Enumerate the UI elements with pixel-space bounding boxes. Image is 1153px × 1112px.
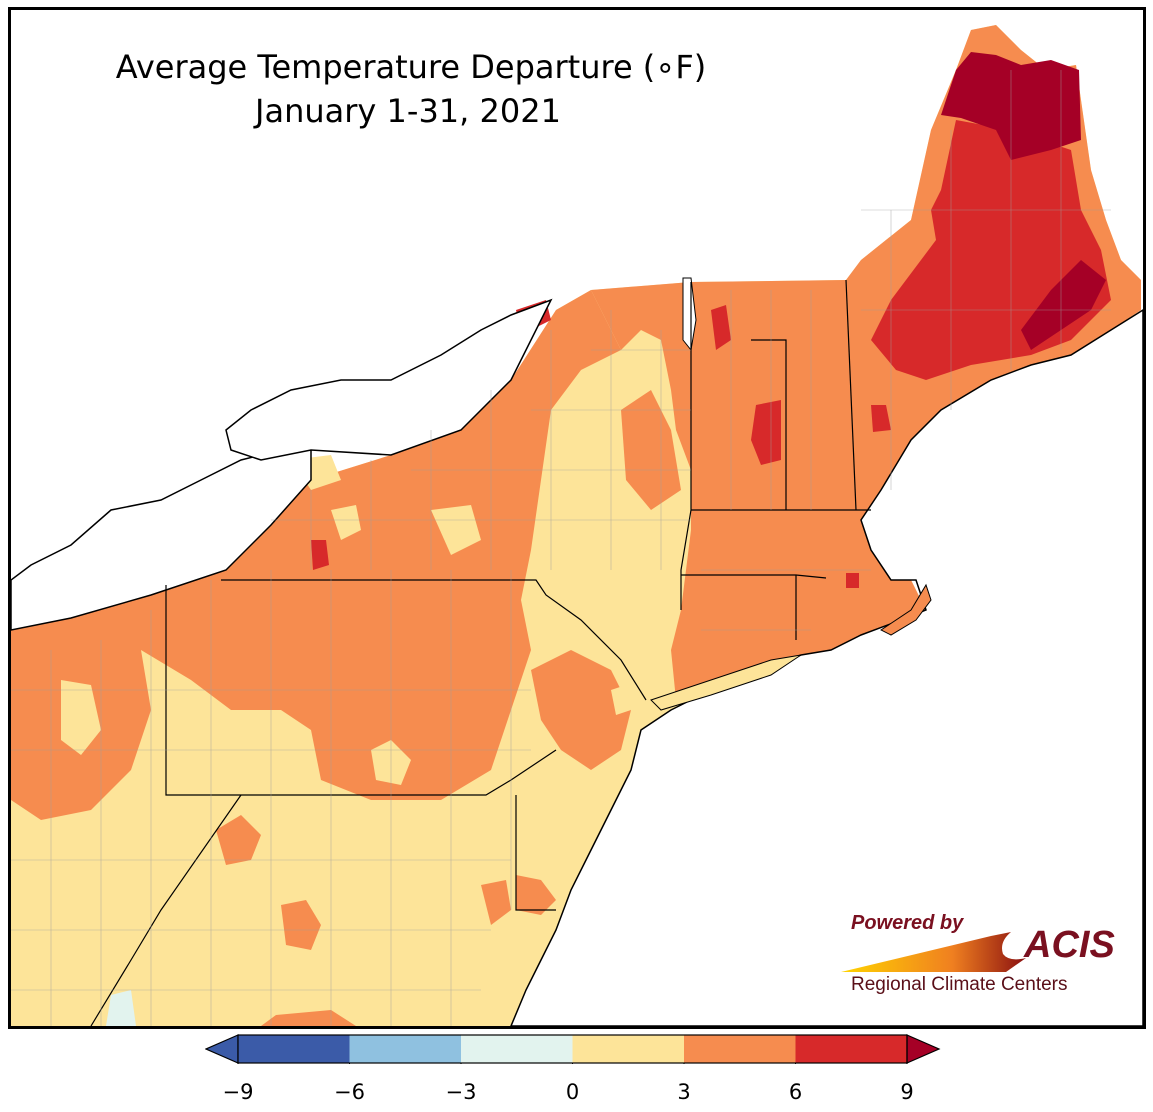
atlantic-ocean — [510, 309, 1143, 1026]
colorbar-tick-label: 3 — [677, 1080, 691, 1104]
region-3-6-south — [261, 1010, 356, 1026]
region-3-6-nj — [531, 650, 631, 770]
region-neg3-0-spot — [106, 990, 136, 1026]
acis-logo: Powered by ACIS Regional Climate Centers — [841, 910, 1131, 1005]
temperature-departure-map — [11, 25, 1143, 1026]
hole-0-3-ny-west — [331, 505, 361, 540]
colorbar-tick-label: −3 — [445, 1080, 477, 1104]
state-borders — [90, 279, 871, 1026]
colorbar-band — [349, 1035, 461, 1063]
map-frame: Average Temperature Departure (∘F) Janua… — [8, 7, 1146, 1029]
hole-0-3-nj-coast — [611, 685, 631, 715]
colorbar-tick-label: 9 — [900, 1080, 914, 1104]
region-3-6-bay — [481, 880, 511, 925]
colorbar-tick-label: −9 — [222, 1080, 254, 1104]
powered-by-text: Powered by — [851, 912, 964, 934]
colorbar-band — [684, 1035, 796, 1063]
region-3-6-va — [216, 815, 261, 865]
colorbar-band — [238, 1035, 350, 1063]
region-3-6-de — [516, 875, 556, 915]
region-3-6-md — [281, 900, 321, 950]
region-6-9-nh — [751, 400, 781, 465]
colorbar-tick-label: 6 — [788, 1080, 803, 1104]
colorbar-band — [572, 1035, 684, 1063]
colorbar-extend-low — [205, 1034, 239, 1064]
swoosh-icon — [841, 932, 1026, 972]
region-6-9-ny-w — [311, 540, 329, 570]
lake-champlain — [682, 277, 697, 352]
regional-climate-centers-text: Regional Climate Centers — [851, 974, 1068, 995]
region-6-9-vt — [711, 305, 731, 350]
colorbar-tick-label: 0 — [565, 1080, 580, 1104]
colorbar-extend-high — [906, 1034, 941, 1064]
region-above-9-maine-east — [1021, 260, 1106, 350]
region-3-6-ny-mid — [621, 390, 681, 510]
title-line2: January 1-31, 2021 — [255, 92, 561, 130]
region-6-9-nh-coast — [871, 405, 891, 432]
county-lines — [11, 70, 1111, 1026]
title-line1: Average Temperature Departure (∘F) — [115, 48, 707, 86]
acis-text: ACIS — [1024, 924, 1115, 966]
hole-0-3-pa-north — [431, 505, 481, 555]
hole-0-3-west-pa — [61, 680, 101, 755]
cape-cod — [880, 583, 932, 636]
region-6-9-ma — [846, 573, 859, 588]
long-island — [650, 654, 802, 711]
colorbar-tick-label: −6 — [334, 1080, 365, 1104]
colorbar-band — [461, 1035, 573, 1063]
colorbar — [205, 1034, 941, 1064]
lake-ontario — [225, 298, 553, 461]
colorbar-band — [795, 1035, 907, 1063]
